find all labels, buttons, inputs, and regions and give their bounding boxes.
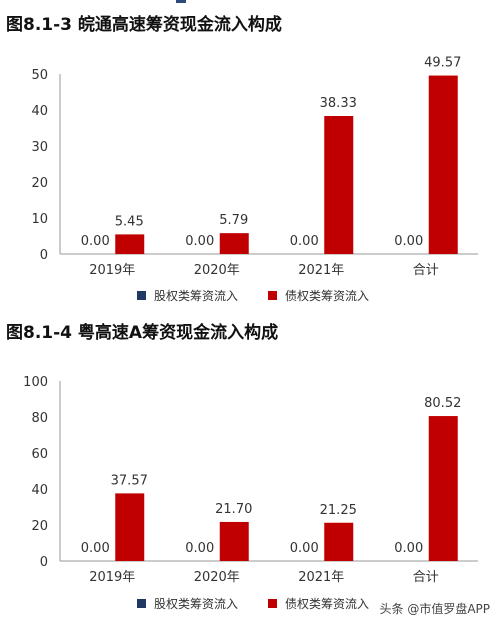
chart-1-data-label: 0.00 bbox=[394, 234, 423, 249]
chart-2-title: 图8.1-4 粤高速A筹资现金流入构成 bbox=[6, 323, 279, 343]
chart-1-legend-label-debt: 债权类筹资流入 bbox=[285, 289, 369, 303]
top-edge-mark bbox=[176, 0, 186, 3]
chart-1-category-label: 合计 bbox=[413, 263, 439, 278]
chart-2-legend-swatch-equity bbox=[137, 599, 146, 608]
chart-2-data-label: 0.00 bbox=[185, 541, 214, 556]
chart-2-data-label: 80.52 bbox=[424, 396, 461, 411]
watermark: 头条 @市值罗盘APP bbox=[379, 602, 491, 616]
chart-2-category-label: 2021年 bbox=[298, 570, 344, 585]
chart-1-legend-swatch-equity bbox=[137, 291, 146, 300]
chart-2-bar-debt bbox=[324, 522, 354, 561]
chart-1-y-tick-label: 10 bbox=[31, 212, 48, 227]
chart-1-bar-debt bbox=[219, 233, 249, 254]
chart-2-data-label: 0.00 bbox=[81, 541, 110, 556]
chart-1-category-label: 2019年 bbox=[89, 263, 135, 278]
chart-1-data-label: 49.57 bbox=[424, 56, 461, 71]
chart-1-y-tick-label: 50 bbox=[31, 68, 48, 83]
chart-1-category-label: 2020年 bbox=[194, 263, 240, 278]
chart-1-data-label: 5.79 bbox=[219, 213, 248, 228]
chart-1-category-label: 2021年 bbox=[298, 263, 344, 278]
chart-1-data-label: 38.33 bbox=[320, 96, 357, 111]
chart-2-y-tick-label: 20 bbox=[31, 519, 48, 534]
chart-2-data-label: 37.57 bbox=[111, 473, 148, 488]
chart-1-y-tick-label: 20 bbox=[31, 176, 48, 191]
chart-2-data-label: 0.00 bbox=[394, 541, 423, 556]
chart-2-legend-label-debt: 债权类筹资流入 bbox=[285, 597, 369, 611]
chart-2-data-label: 0.00 bbox=[290, 541, 319, 556]
chart-2-bar-debt bbox=[219, 521, 249, 561]
chart-2-category-label: 2020年 bbox=[194, 570, 240, 585]
chart-2-y-tick-label: 60 bbox=[31, 447, 48, 462]
chart-1-legend-swatch-debt bbox=[268, 291, 277, 300]
chart-1-bar-debt bbox=[115, 234, 145, 254]
chart-1-data-label: 5.45 bbox=[115, 214, 144, 229]
chart-2-y-tick-label: 0 bbox=[40, 555, 48, 570]
chart-1-data-label: 0.00 bbox=[81, 234, 110, 249]
chart-2-category-label: 合计 bbox=[413, 570, 439, 585]
chart-2-y-tick-label: 100 bbox=[23, 375, 48, 390]
chart-1-legend-label-equity: 股权类筹资流入 bbox=[154, 289, 238, 303]
chart-1-y-tick-label: 40 bbox=[31, 104, 48, 119]
chart-1-data-label: 0.00 bbox=[185, 234, 214, 249]
chart-2-y-tick-label: 80 bbox=[31, 411, 48, 426]
chart-2-bar-debt bbox=[428, 416, 458, 561]
chart-1-title: 图8.1-3 皖通高速筹资现金流入构成 bbox=[6, 15, 282, 35]
chart-1-y-tick-label: 0 bbox=[40, 248, 48, 263]
chart-2-data-label: 21.25 bbox=[320, 503, 357, 518]
chart-2-legend-label-equity: 股权类筹资流入 bbox=[154, 597, 238, 611]
chart-1-bar-debt bbox=[428, 75, 458, 254]
chart-1-bar-debt bbox=[324, 116, 354, 255]
chart-2-y-tick-label: 40 bbox=[31, 483, 48, 498]
chart-1-y-tick-label: 30 bbox=[31, 140, 48, 155]
chart-2-category-label: 2019年 bbox=[89, 570, 135, 585]
chart-2-legend-swatch-debt bbox=[268, 599, 277, 608]
chart-2-bar-debt bbox=[115, 493, 145, 561]
chart-1-data-label: 0.00 bbox=[290, 234, 319, 249]
chart-2-data-label: 21.70 bbox=[215, 502, 252, 517]
